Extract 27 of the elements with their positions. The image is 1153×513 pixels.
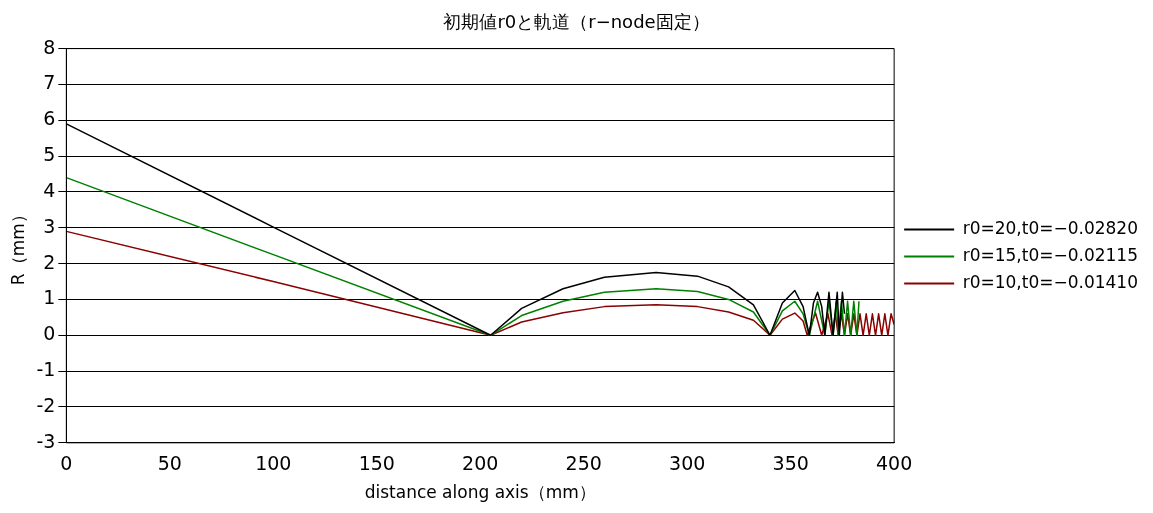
y-tick-label: -1 <box>36 358 56 381</box>
y-tick-label: 0 <box>43 322 56 345</box>
y-tick-label: -3 <box>36 429 56 452</box>
y-tick-label: 6 <box>43 107 56 130</box>
y-tick-label: 8 <box>43 35 56 58</box>
y-axis-title: R（mm） <box>7 206 28 286</box>
y-tick-label: 2 <box>43 250 56 273</box>
y-tick-label: 7 <box>43 71 56 94</box>
chart-title: 初期値r0と軌道（r−node固定） <box>443 11 710 33</box>
x-axis-title: distance along axis（mm） <box>364 482 596 503</box>
legend-label: r0=10,t0=−0.01410 <box>962 271 1139 292</box>
legend-label: r0=15,t0=−0.02115 <box>962 244 1139 265</box>
x-tick-label: 250 <box>565 452 602 475</box>
x-tick-label: 0 <box>60 452 73 475</box>
x-tick-label: 350 <box>772 452 809 475</box>
y-tick-label: 3 <box>43 214 56 237</box>
y-tick-label: 5 <box>43 143 56 166</box>
x-tick-label: 100 <box>255 452 292 475</box>
y-tick-label: -2 <box>36 393 56 416</box>
y-tick-label: 1 <box>43 286 56 309</box>
x-tick-label: 400 <box>876 452 913 475</box>
y-tick-label: 4 <box>43 178 56 201</box>
legend-label: r0=20,t0=−0.02820 <box>962 217 1139 238</box>
x-tick-label: 50 <box>157 452 182 475</box>
x-tick-label: 300 <box>669 452 706 475</box>
x-tick-label: 200 <box>462 452 499 475</box>
x-tick-label: 150 <box>358 452 395 475</box>
